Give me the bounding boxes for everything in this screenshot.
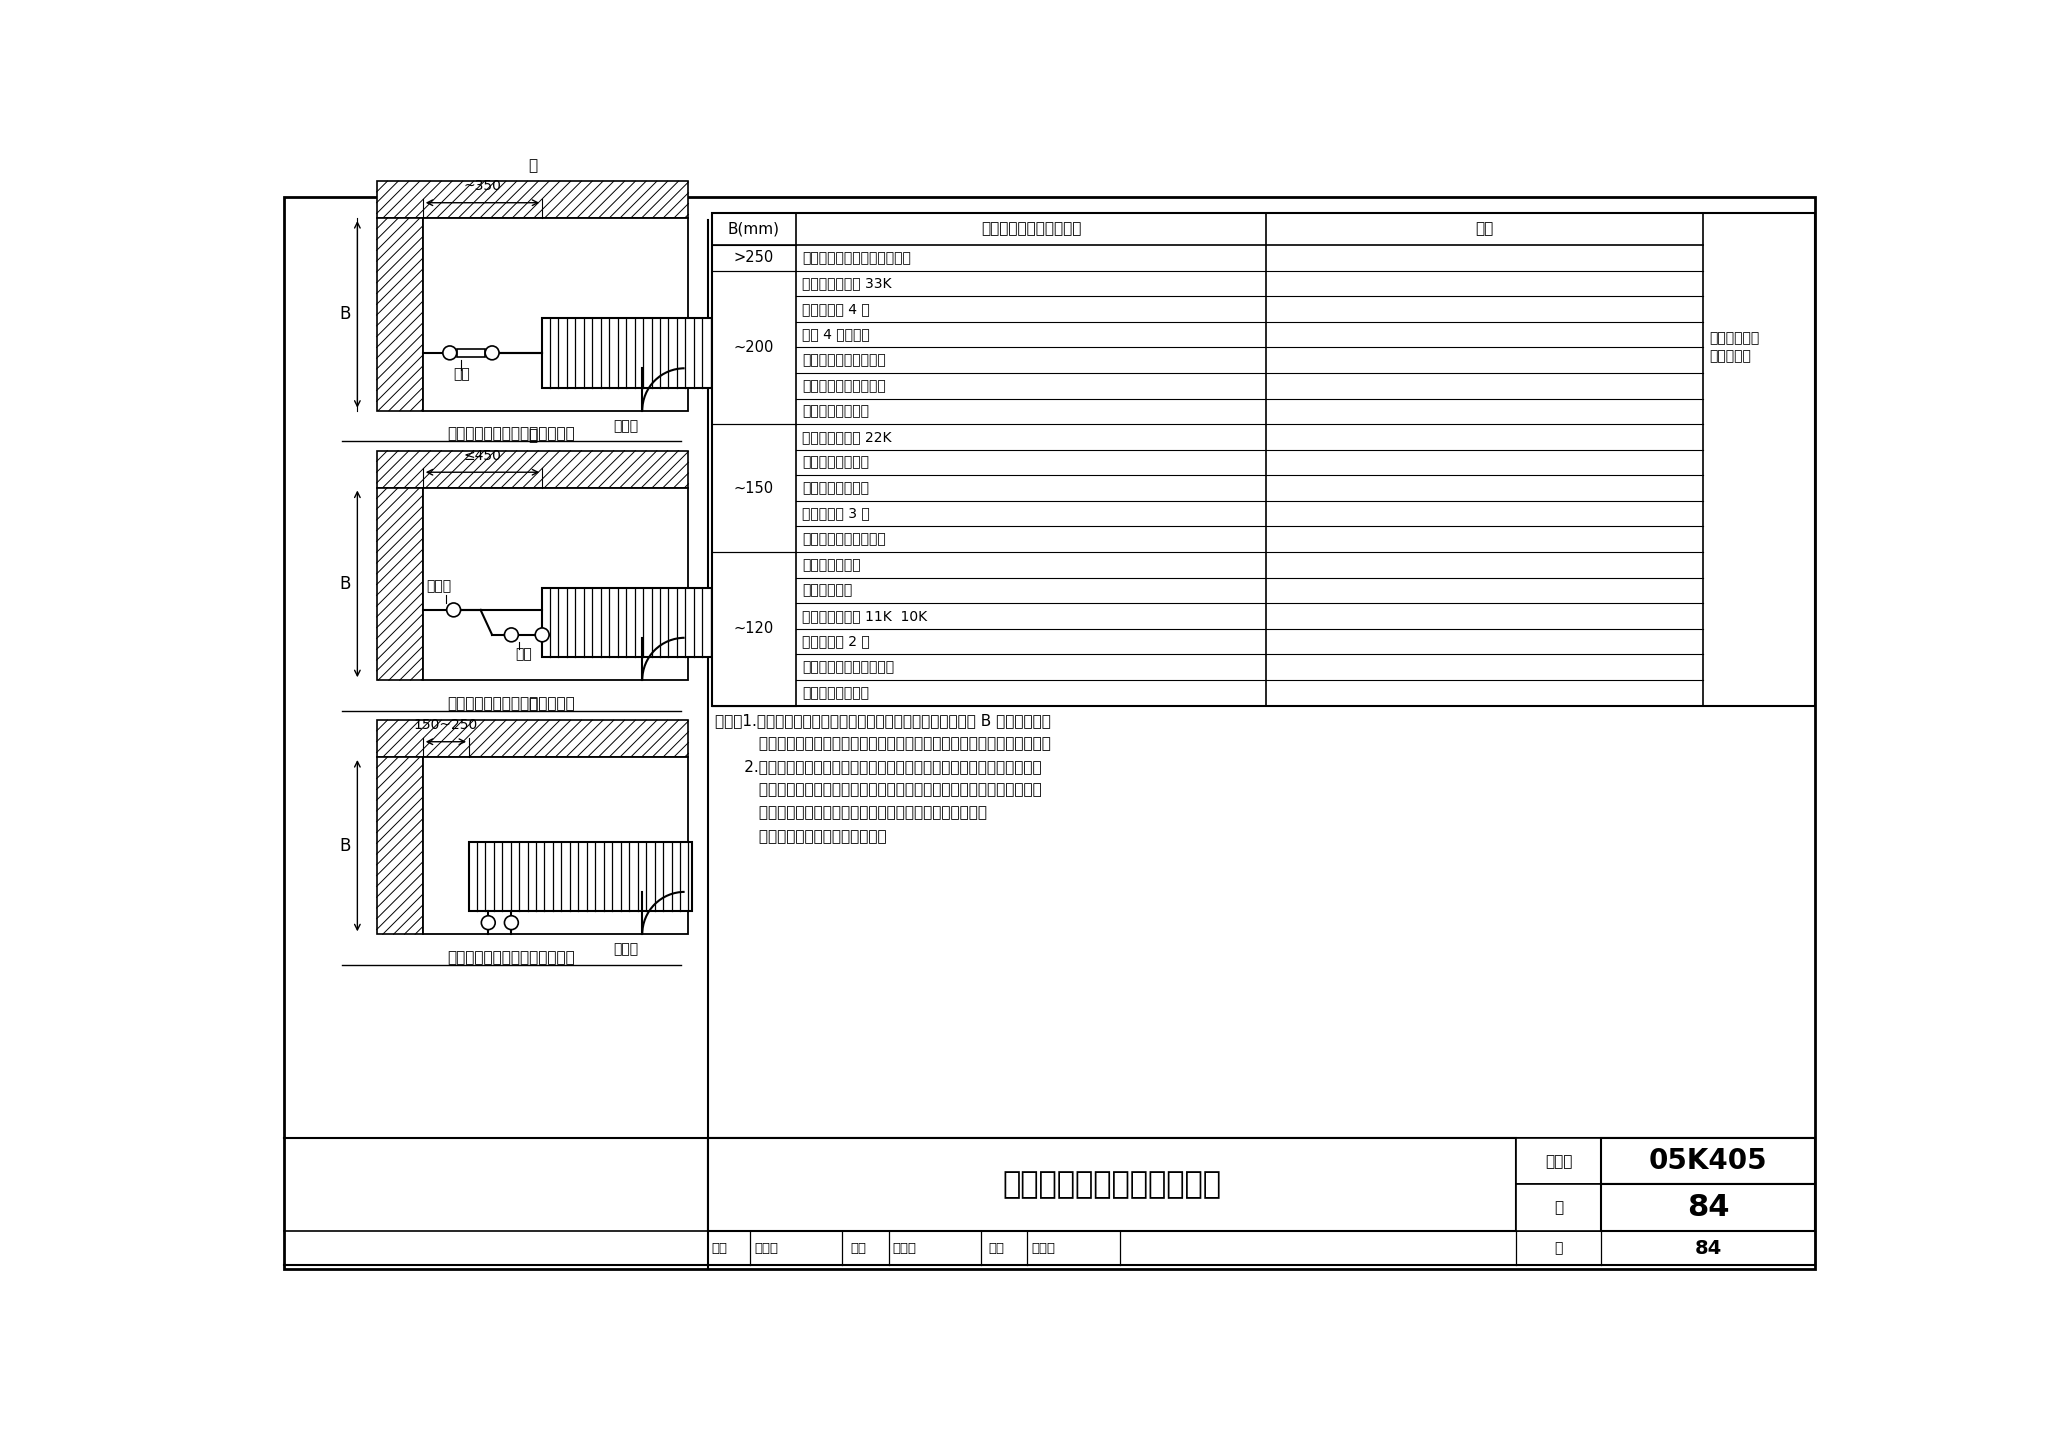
Text: B: B <box>340 575 350 592</box>
Text: 84: 84 <box>1688 1194 1729 1223</box>
Bar <box>711 213 1815 706</box>
Circle shape <box>446 603 461 617</box>
Text: 阀门: 阀门 <box>453 367 471 382</box>
Bar <box>377 488 422 680</box>
Text: 安装方式（三）适用于散热器采用下进下出的连接方式；: 安装方式（三）适用于散热器采用下进下出的连接方式； <box>715 806 987 820</box>
Text: 墙: 墙 <box>528 697 537 713</box>
Text: 铸铁 4 柱散热器: 铸铁 4 柱散热器 <box>803 328 870 341</box>
Bar <box>422 756 688 934</box>
Text: 2.安装方式（一）适用于单管采暖系统散热器同侧上进下出的连接方式；: 2.安装方式（一）适用于单管采暖系统散热器同侧上进下出的连接方式； <box>715 759 1042 774</box>
Text: 其他形式的散热器。散热器的长度（片数）及散热器的高度由设计确定。: 其他形式的散热器。散热器的长度（片数）及散热器的高度由设计确定。 <box>715 736 1051 751</box>
Text: 可选择安装的散热器类型: 可选择安装的散热器类型 <box>981 221 1081 237</box>
Text: 墙: 墙 <box>528 428 537 443</box>
Text: 门吸: 门吸 <box>1475 221 1493 237</box>
Text: 房间门后散热器安装方式（一）: 房间门后散热器安装方式（一） <box>449 427 575 441</box>
Text: 散热器门后、墙垛旁的安装: 散热器门后、墙垛旁的安装 <box>1001 1170 1221 1199</box>
Circle shape <box>535 627 549 642</box>
Text: 房间门: 房间门 <box>612 420 639 433</box>
Text: ~120: ~120 <box>733 621 774 636</box>
Bar <box>377 720 688 756</box>
Bar <box>377 756 422 934</box>
Text: >250: >250 <box>733 250 774 266</box>
Text: 05K405: 05K405 <box>1649 1147 1767 1175</box>
Text: 未提及的其它形式可酌情参考。: 未提及的其它形式可酌情参考。 <box>715 829 887 844</box>
Text: 钢管散热器 4 柱: 钢管散热器 4 柱 <box>803 302 870 317</box>
Text: B(mm): B(mm) <box>727 221 780 237</box>
Bar <box>377 450 688 488</box>
Text: 铸铁板翼散热器: 铸铁板翼散热器 <box>803 558 860 572</box>
Text: 钢管铝翅片散热器: 钢管铝翅片散热器 <box>803 404 870 418</box>
Circle shape <box>442 346 457 360</box>
Bar <box>377 488 422 680</box>
Text: 房间门后散热器安装方式（二）: 房间门后散热器安装方式（二） <box>449 696 575 710</box>
Bar <box>469 842 692 912</box>
Bar <box>457 348 485 357</box>
Text: 钢制板式散热器 11K  10K: 钢制板式散热器 11K 10K <box>803 608 928 623</box>
Text: 铸铝柱翼型散热器: 铸铝柱翼型散热器 <box>803 456 870 469</box>
Text: ~150: ~150 <box>733 481 774 495</box>
Text: 房间门: 房间门 <box>426 579 453 592</box>
Text: 铝合金散热器: 铝合金散热器 <box>803 584 852 597</box>
Text: ≤450: ≤450 <box>463 449 502 463</box>
Text: 墙: 墙 <box>528 158 537 173</box>
Bar <box>543 318 735 388</box>
Text: 房间门: 房间门 <box>612 942 639 957</box>
Text: 孙淑萍: 孙淑萍 <box>754 1241 778 1255</box>
Text: B: B <box>340 836 350 855</box>
Text: 150~250: 150~250 <box>414 719 477 732</box>
Text: 审核: 审核 <box>711 1241 727 1255</box>
Text: 钢制板式散热器 22K: 钢制板式散热器 22K <box>803 430 893 444</box>
Bar <box>1516 1138 1602 1185</box>
Circle shape <box>485 346 500 360</box>
Text: 84: 84 <box>1694 1239 1722 1257</box>
Bar <box>377 450 688 488</box>
Bar <box>543 588 735 656</box>
Text: 铸铁翻柱（翼）散热器: 铸铁翻柱（翼）散热器 <box>803 353 887 367</box>
Text: 图集号: 图集号 <box>1544 1154 1573 1169</box>
Text: ~200: ~200 <box>733 340 774 354</box>
Text: 定是否需要: 定是否需要 <box>1710 350 1751 363</box>
Text: 钢制板式散热器 33K: 钢制板式散热器 33K <box>803 276 893 290</box>
Text: 页: 页 <box>1554 1201 1563 1215</box>
Bar <box>377 182 688 218</box>
Bar <box>377 720 688 756</box>
Bar <box>377 182 688 218</box>
Text: 多种类型均可（特异型除外）: 多种类型均可（特异型除外） <box>803 251 911 264</box>
Text: 钢管铝串片散热器: 钢管铝串片散热器 <box>803 481 870 495</box>
Bar <box>1602 1138 1815 1185</box>
Text: 说明：1.本页图示散热器以钢制板式为例，可根据具体设计中的 B 值大小，选用: 说明：1.本页图示散热器以钢制板式为例，可根据具体设计中的 B 值大小，选用 <box>715 713 1051 729</box>
Bar <box>377 218 422 411</box>
Text: 钢制槽圆管搭接焊散热器: 钢制槽圆管搭接焊散热器 <box>803 661 895 674</box>
Bar <box>1602 1185 1815 1231</box>
Text: 安装方式（二）适用于双管采暖系统散热器同侧上进下出的连接方式；: 安装方式（二）适用于双管采暖系统散热器同侧上进下出的连接方式； <box>715 783 1042 797</box>
Text: 页: 页 <box>1554 1241 1563 1255</box>
Text: B: B <box>340 305 350 324</box>
Bar <box>709 1138 1516 1231</box>
Text: 劳遗民: 劳遗民 <box>893 1241 918 1255</box>
Text: 胡建丽: 胡建丽 <box>1030 1241 1055 1255</box>
Text: 阀门: 阀门 <box>516 648 532 661</box>
Text: 视具体情况确: 视具体情况确 <box>1710 331 1759 346</box>
Text: 设计: 设计 <box>989 1241 1006 1255</box>
Bar <box>377 756 422 934</box>
Text: 房间门后散热器安装方式（三）: 房间门后散热器安装方式（三） <box>449 950 575 964</box>
Text: 钢制翅片管对流散热器: 钢制翅片管对流散热器 <box>803 379 887 393</box>
Text: 钢管散热器 2 柱: 钢管散热器 2 柱 <box>803 635 870 649</box>
Text: 校对: 校对 <box>850 1241 866 1255</box>
Circle shape <box>504 627 518 642</box>
Bar <box>422 488 688 680</box>
Circle shape <box>481 916 496 929</box>
Text: 钢管散热器 3 柱: 钢管散热器 3 柱 <box>803 507 870 521</box>
Bar <box>377 218 422 411</box>
Text: 钢管铝柱翼散热器: 钢管铝柱翼散热器 <box>803 685 870 700</box>
Bar <box>422 218 688 411</box>
Text: 钢管铝翅片单体散热器: 钢管铝翅片单体散热器 <box>803 533 887 546</box>
Bar <box>1516 1185 1602 1231</box>
Text: ~350: ~350 <box>463 180 502 193</box>
Circle shape <box>504 916 518 929</box>
